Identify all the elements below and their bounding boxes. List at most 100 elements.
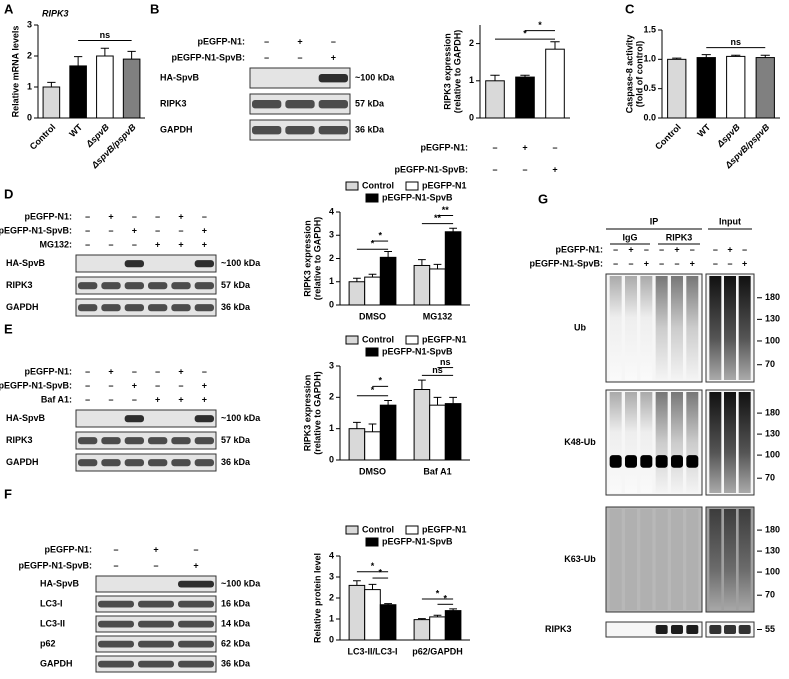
blot-smear bbox=[609, 276, 622, 380]
blot-band bbox=[194, 437, 214, 445]
blot-kda: 14 kDa bbox=[221, 618, 251, 628]
condition-sign: – bbox=[522, 164, 527, 174]
condition-label: Baf A1: bbox=[41, 394, 72, 404]
error-bar bbox=[418, 259, 426, 266]
condition-sign: + bbox=[178, 239, 183, 249]
blot-row-label: HA-SpvB bbox=[160, 72, 200, 82]
bar bbox=[69, 65, 87, 119]
blot-smear bbox=[709, 392, 722, 493]
blot-row-label: GAPDH bbox=[160, 124, 193, 134]
blot-smear bbox=[624, 392, 637, 493]
condition-sign: + bbox=[552, 164, 557, 174]
blot-band bbox=[686, 455, 699, 468]
blot-band bbox=[285, 100, 315, 109]
legend-label: Control bbox=[362, 180, 394, 190]
blot-strip bbox=[605, 506, 703, 613]
bar bbox=[42, 86, 61, 119]
condition-sign: – bbox=[132, 211, 137, 221]
y-tick-label: 1.5 bbox=[643, 24, 656, 34]
blot-smear bbox=[670, 509, 683, 610]
blot-band bbox=[78, 304, 98, 312]
blot-band bbox=[655, 625, 668, 634]
bar bbox=[379, 604, 397, 641]
blot-smear bbox=[624, 509, 637, 610]
blot-strip bbox=[605, 389, 703, 496]
legend-swatch bbox=[365, 193, 379, 203]
error-bar bbox=[384, 251, 392, 258]
condition-sign: – bbox=[113, 544, 118, 554]
error-bar bbox=[353, 580, 361, 586]
blot-band bbox=[624, 455, 637, 468]
y-tick-label: 0 bbox=[27, 112, 32, 122]
condition-label: pEGFP-N1: bbox=[24, 211, 72, 221]
significance-label: ** bbox=[434, 213, 442, 223]
error-bar bbox=[760, 54, 770, 58]
blot-band bbox=[101, 459, 121, 467]
blot-row-label: RIPK3 bbox=[160, 98, 187, 108]
blot-strip bbox=[75, 409, 217, 428]
blot-band bbox=[252, 100, 282, 109]
condition-sign: + bbox=[628, 244, 633, 254]
condition-sign: – bbox=[644, 244, 649, 254]
blot-band bbox=[138, 600, 174, 608]
error-bar bbox=[47, 81, 56, 87]
y-tick-label: 1 bbox=[27, 81, 32, 91]
condition-sign: – bbox=[132, 394, 137, 404]
condition-sign: – bbox=[193, 544, 198, 554]
blot-band bbox=[194, 282, 214, 290]
y-axis-label: (relative to GAPDH) bbox=[312, 371, 322, 455]
blot-row-label: Ub bbox=[574, 322, 586, 332]
bar bbox=[379, 404, 397, 461]
blot-band bbox=[171, 304, 191, 312]
blot-smear bbox=[655, 276, 668, 380]
condition-sign: + bbox=[178, 366, 183, 376]
bar bbox=[515, 76, 535, 119]
error-bar bbox=[384, 399, 392, 406]
condition-label: MG132: bbox=[39, 239, 72, 249]
blot-kda: 62 kDa bbox=[221, 638, 251, 648]
blot-band bbox=[124, 304, 144, 312]
condition-sign: + bbox=[202, 239, 207, 249]
error-bar bbox=[433, 396, 442, 406]
blot-strip bbox=[75, 431, 217, 450]
blot-band bbox=[655, 455, 668, 468]
condition-label: pEGFP-N1-SpvB: bbox=[0, 380, 72, 390]
x-tick-label: WT bbox=[67, 122, 84, 139]
condition-label: pEGFP-N1: bbox=[555, 244, 603, 254]
blot-smear bbox=[738, 392, 751, 493]
bar bbox=[444, 231, 462, 306]
condition-sign: – bbox=[297, 52, 302, 62]
blot-band bbox=[171, 282, 191, 290]
condition-sign: + bbox=[178, 211, 183, 221]
marker-label: 180 bbox=[765, 407, 780, 417]
bar bbox=[726, 55, 746, 119]
error-bar bbox=[127, 50, 136, 60]
blot-kda: ~100 kDa bbox=[355, 72, 395, 82]
blot-row-label: HA-SpvB bbox=[40, 578, 80, 588]
blot-band bbox=[709, 625, 722, 634]
significance-label: * bbox=[371, 239, 375, 249]
blot-row-label: HA-SpvB bbox=[6, 258, 46, 268]
marker-label: 100 bbox=[765, 566, 780, 576]
error-bar bbox=[368, 423, 377, 432]
legend-swatch bbox=[405, 525, 419, 535]
y-axis-label: (fold of control) bbox=[634, 41, 644, 107]
marker-label: 130 bbox=[765, 428, 780, 438]
blot-strip bbox=[75, 254, 217, 273]
y-tick-label: 2 bbox=[27, 50, 32, 60]
legend-label: pEGFP-N1 bbox=[422, 334, 467, 344]
blot-band bbox=[178, 580, 214, 588]
y-tick-label: 2 bbox=[329, 253, 334, 263]
blot-smear bbox=[686, 276, 699, 380]
y-tick-label: 1 bbox=[469, 75, 474, 85]
significance-label: * bbox=[379, 230, 383, 240]
blot-band bbox=[738, 625, 751, 634]
error-bar bbox=[418, 379, 426, 390]
error-bar bbox=[433, 614, 442, 617]
blot-band bbox=[78, 459, 98, 467]
condition-sign: – bbox=[613, 244, 618, 254]
error-bar bbox=[520, 74, 530, 78]
condition-sign: – bbox=[492, 164, 497, 174]
bar bbox=[364, 276, 381, 306]
error-bar bbox=[433, 263, 442, 269]
